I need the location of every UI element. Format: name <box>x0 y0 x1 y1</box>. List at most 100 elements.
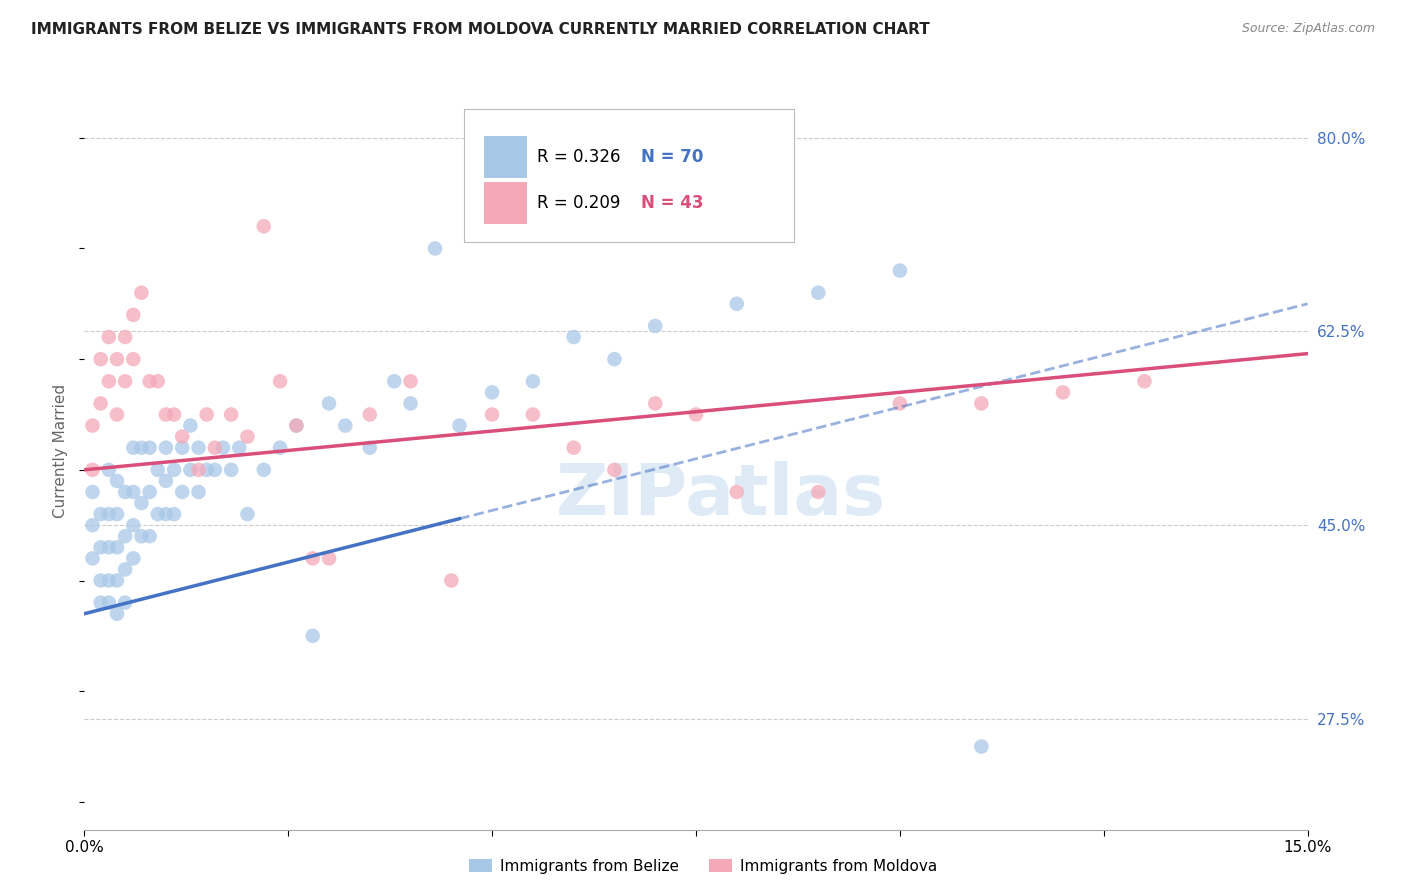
Point <box>440 574 463 588</box>
Point <box>105 607 128 621</box>
Point <box>269 441 291 455</box>
Point <box>105 541 128 555</box>
Point <box>163 463 186 477</box>
Point <box>172 441 194 455</box>
Point <box>204 441 226 455</box>
Point <box>82 485 104 500</box>
Point <box>204 463 226 477</box>
Point <box>253 219 276 234</box>
Point <box>644 318 666 333</box>
Point <box>807 285 830 300</box>
Point <box>114 330 136 344</box>
Point <box>114 529 136 543</box>
Legend: Immigrants from Belize, Immigrants from Moldova: Immigrants from Belize, Immigrants from … <box>463 853 943 880</box>
Point <box>155 408 177 422</box>
Text: R = 0.326: R = 0.326 <box>537 148 620 166</box>
Point <box>97 507 120 521</box>
Point <box>90 574 112 588</box>
Point <box>318 396 340 410</box>
Point <box>481 408 503 422</box>
Point <box>131 529 153 543</box>
Point <box>522 408 544 422</box>
Text: Source: ZipAtlas.com: Source: ZipAtlas.com <box>1241 22 1375 36</box>
Point <box>399 396 422 410</box>
Text: N = 70: N = 70 <box>641 148 703 166</box>
Point <box>359 408 381 422</box>
Point <box>114 374 136 388</box>
Point <box>335 418 357 433</box>
Point <box>90 352 112 367</box>
Point <box>219 408 242 422</box>
Point <box>82 418 104 433</box>
Point <box>138 374 160 388</box>
Text: ZIPatlas: ZIPatlas <box>555 461 886 531</box>
Point <box>603 352 626 367</box>
Point <box>105 507 128 521</box>
Point <box>1052 385 1074 400</box>
Point <box>725 297 748 311</box>
Point <box>138 529 160 543</box>
Point <box>122 518 145 533</box>
Point <box>131 285 153 300</box>
Point <box>318 551 340 566</box>
Point <box>90 541 112 555</box>
Bar <box>484 182 527 224</box>
Point <box>155 474 177 488</box>
Point <box>163 408 186 422</box>
Point <box>105 474 128 488</box>
Point <box>301 551 323 566</box>
Point <box>449 418 471 433</box>
Text: IMMIGRANTS FROM BELIZE VS IMMIGRANTS FROM MOLDOVA CURRENTLY MARRIED CORRELATION : IMMIGRANTS FROM BELIZE VS IMMIGRANTS FRO… <box>31 22 929 37</box>
Point <box>90 596 112 610</box>
Text: R = 0.209: R = 0.209 <box>537 194 620 212</box>
Point <box>122 441 145 455</box>
Point <box>122 485 145 500</box>
Point <box>146 507 169 521</box>
Point <box>269 374 291 388</box>
Point <box>228 441 250 455</box>
Point <box>163 507 186 521</box>
Point <box>105 574 128 588</box>
Point <box>644 396 666 410</box>
Point <box>285 418 308 433</box>
Point <box>97 541 120 555</box>
Point <box>212 441 235 455</box>
Point <box>195 408 218 422</box>
Point <box>131 441 153 455</box>
Point <box>522 374 544 388</box>
Point <box>236 429 259 443</box>
Point <box>105 352 128 367</box>
Point <box>562 441 585 455</box>
Point <box>285 418 308 433</box>
Point <box>725 485 748 500</box>
Point <box>155 441 177 455</box>
Point <box>187 463 209 477</box>
Point <box>236 507 259 521</box>
Point <box>114 596 136 610</box>
Point <box>970 396 993 410</box>
Point <box>97 596 120 610</box>
Point <box>301 629 323 643</box>
Point <box>179 418 201 433</box>
Point <box>138 485 160 500</box>
Point <box>179 463 201 477</box>
Point <box>146 374 169 388</box>
Point <box>122 352 145 367</box>
Point <box>105 408 128 422</box>
Point <box>82 463 104 477</box>
Point <box>138 441 160 455</box>
Point <box>889 263 911 277</box>
Point <box>253 463 276 477</box>
Point <box>1133 374 1156 388</box>
Point <box>90 396 112 410</box>
Point <box>97 330 120 344</box>
Point <box>562 330 585 344</box>
Point <box>219 463 242 477</box>
Bar <box>484 136 527 178</box>
Point <box>97 374 120 388</box>
Point <box>603 463 626 477</box>
Point <box>807 485 830 500</box>
Point <box>155 507 177 521</box>
Point <box>423 242 446 256</box>
Point <box>399 374 422 388</box>
